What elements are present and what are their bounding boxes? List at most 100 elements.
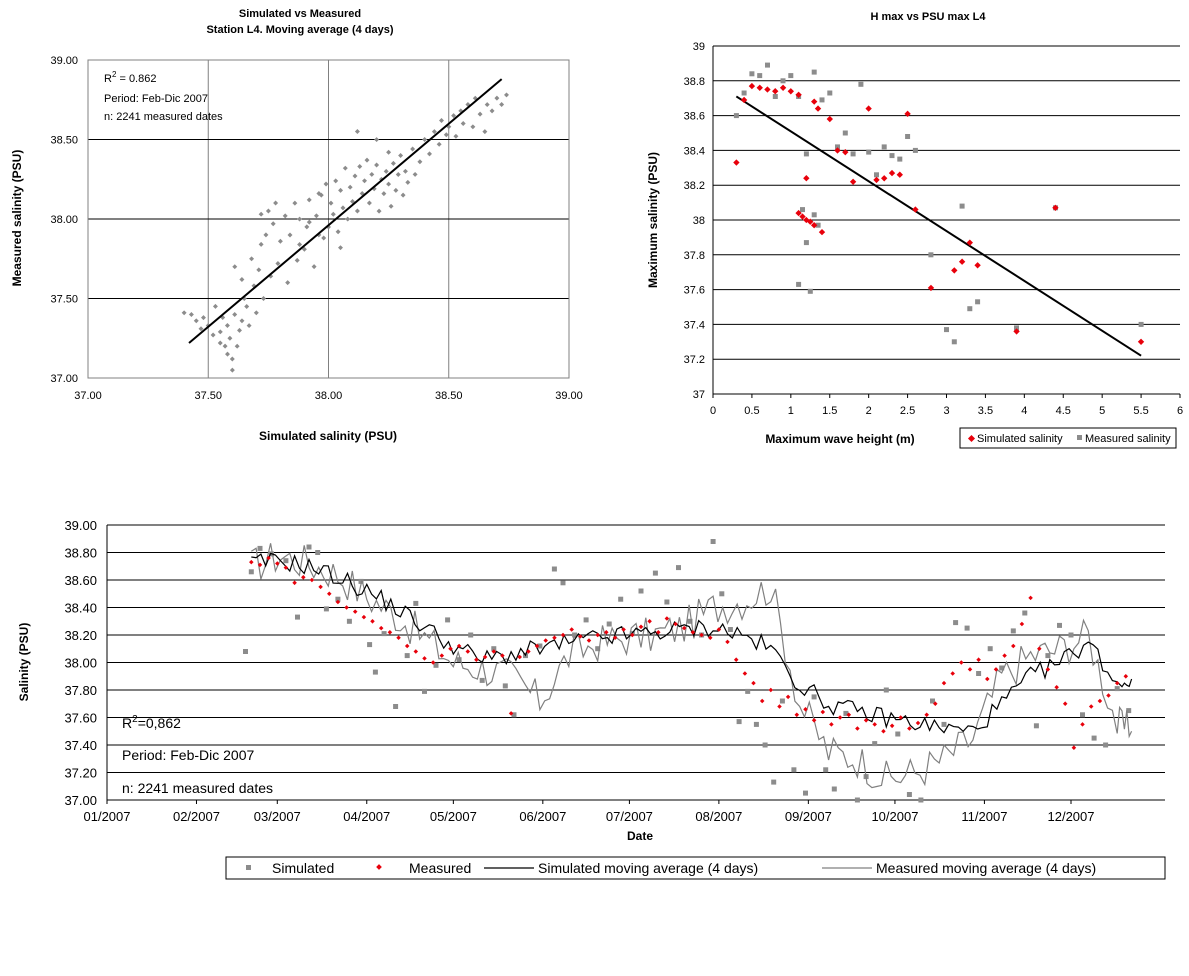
chart1-x-tick-label: 39.00 xyxy=(555,390,583,402)
chart2-simulated-point xyxy=(811,98,818,105)
chart1-point xyxy=(313,213,319,219)
chart2-measured-point xyxy=(827,90,833,96)
chart1-point xyxy=(200,315,206,321)
chart1-trendline xyxy=(188,78,503,344)
chart1-point xyxy=(198,326,204,332)
chart1-point xyxy=(369,171,375,177)
chart3-y-tick-label: 38.80 xyxy=(64,546,97,561)
chart1-y-tick-label: 38.50 xyxy=(50,135,78,147)
chart3-measured-point xyxy=(699,632,704,638)
chart3-simulated-point xyxy=(823,767,829,773)
chart3-measured-point xyxy=(621,627,626,632)
chart1-point xyxy=(275,261,281,266)
chart2-measured-point xyxy=(928,252,934,258)
chart1-point xyxy=(212,303,218,309)
chart2-x-ticks: 0 0.5 1 1.5 2 2.5 3 3.5 4 4.5 5 5.5 6 xyxy=(710,405,1183,417)
chart1-y-tick-label: 37.00 xyxy=(50,373,78,385)
chart1-r2-annotation: R2 = 0.862 xyxy=(104,70,156,85)
chart3-measured-point xyxy=(993,667,999,672)
chart3-simulated-point xyxy=(346,618,352,624)
chart1-point xyxy=(188,311,194,317)
chart3-measured-point xyxy=(708,635,713,640)
chart1-point xyxy=(225,351,230,357)
chart1-point xyxy=(443,132,449,138)
chart1-point xyxy=(217,329,223,335)
chart2-measured-point xyxy=(897,156,903,162)
chart2-simulated-point xyxy=(733,159,740,166)
chart2-x-tick-label: 4.5 xyxy=(1056,405,1071,417)
chart1-point xyxy=(402,168,408,174)
chart3-simulated-point xyxy=(468,632,474,638)
chart3-x-tick-label: 07/2007 xyxy=(606,809,653,824)
chart3-r2-text: R2=0,862 xyxy=(122,714,181,731)
chart2-y-tick-label: 37.4 xyxy=(684,319,705,331)
chart1-point xyxy=(294,257,300,263)
chart3-simulated-point xyxy=(987,646,993,652)
chart2-simulated-point xyxy=(748,82,756,90)
chart3-measured-point xyxy=(673,621,678,627)
chart1-point xyxy=(482,129,488,135)
chart3-measured-point xyxy=(1106,693,1111,698)
chart3-simulated-point xyxy=(1033,723,1039,729)
chart2-legend-box xyxy=(959,427,1177,449)
chart3-simulated-point xyxy=(479,677,485,683)
chart2-simulated-point xyxy=(814,105,822,112)
chart3-simulated-point xyxy=(843,710,849,716)
chart3-measured-point xyxy=(361,614,367,620)
chart1-plot-area xyxy=(87,59,570,379)
chart3-measured-point xyxy=(768,687,774,693)
chart3-measured-point xyxy=(872,722,877,727)
chart1-r2-prefix: R xyxy=(104,73,112,85)
chart1-point xyxy=(330,211,336,217)
chart1-point xyxy=(311,264,317,270)
chart1-y-tick-label: 37.50 xyxy=(50,294,78,306)
chart1-y-tick-label: 38.00 xyxy=(50,214,78,226)
chart2-x-tick-label: 2.5 xyxy=(900,405,915,417)
chart3-measured-point xyxy=(335,599,341,605)
chart2-measured-point xyxy=(796,281,802,287)
chart2-legend-measured-marker xyxy=(1077,435,1082,440)
chart1-point xyxy=(273,200,279,206)
chart3-measured-point xyxy=(915,720,921,726)
chart3-simulated-moving-average-line xyxy=(251,552,1133,734)
chart2-measured-point xyxy=(772,94,778,99)
chart1-point xyxy=(388,203,394,209)
chart1-point xyxy=(246,323,252,329)
chart2-y-ticks: 37 37.2 37.4 37.6 37.8 38 38.2 38.4 38.6 38.8 39 xyxy=(684,41,705,401)
chart3-simulated-point xyxy=(560,580,566,586)
chart1-point xyxy=(282,213,288,219)
chart2-simulated-point xyxy=(826,115,833,123)
chart3-measured-point xyxy=(422,656,427,661)
chart2-measured-point xyxy=(803,240,809,246)
chart1-point xyxy=(504,92,509,98)
chart2-y-tick-label: 38.2 xyxy=(684,180,705,192)
chart1-point xyxy=(222,343,228,349)
chart2-measured-point xyxy=(811,69,817,75)
chart1-point xyxy=(366,200,372,206)
chart3-simulated-point xyxy=(753,721,759,727)
chart3-x-tick-label: 06/2007 xyxy=(519,809,566,824)
chart1-x-tick-label: 37.00 xyxy=(74,390,102,402)
chart2-measured-point xyxy=(850,151,856,157)
chart1-point xyxy=(489,108,495,114)
chart3-measured-point xyxy=(820,709,826,715)
chart1-point xyxy=(386,149,392,155)
chart3-simulated-point xyxy=(367,642,373,648)
chart1-point xyxy=(342,165,348,171)
chart2-simulated-point xyxy=(810,222,818,229)
chart1-point xyxy=(270,221,276,227)
chart1-point xyxy=(261,296,267,301)
chart3-measured-point xyxy=(292,580,297,586)
chart3-measured-point xyxy=(413,649,419,654)
chart3-simulated-point xyxy=(445,617,451,623)
chart2-simulated-point xyxy=(779,84,787,91)
chart2-x-axis-label: Maximum wave height (m) xyxy=(765,432,914,446)
chart3-measured-point xyxy=(855,726,860,731)
chart2-legend: Simulated salinity Measured salinity xyxy=(959,427,1177,449)
scatter-chart-simulated-vs-measured: Simulated vs Measured Station L4. Moving… xyxy=(10,8,583,443)
chart3-measured-point xyxy=(976,657,981,662)
chart3-measured-point xyxy=(863,718,869,723)
chart2-measured-point xyxy=(811,212,817,218)
chart2-simulated-point xyxy=(756,84,763,91)
